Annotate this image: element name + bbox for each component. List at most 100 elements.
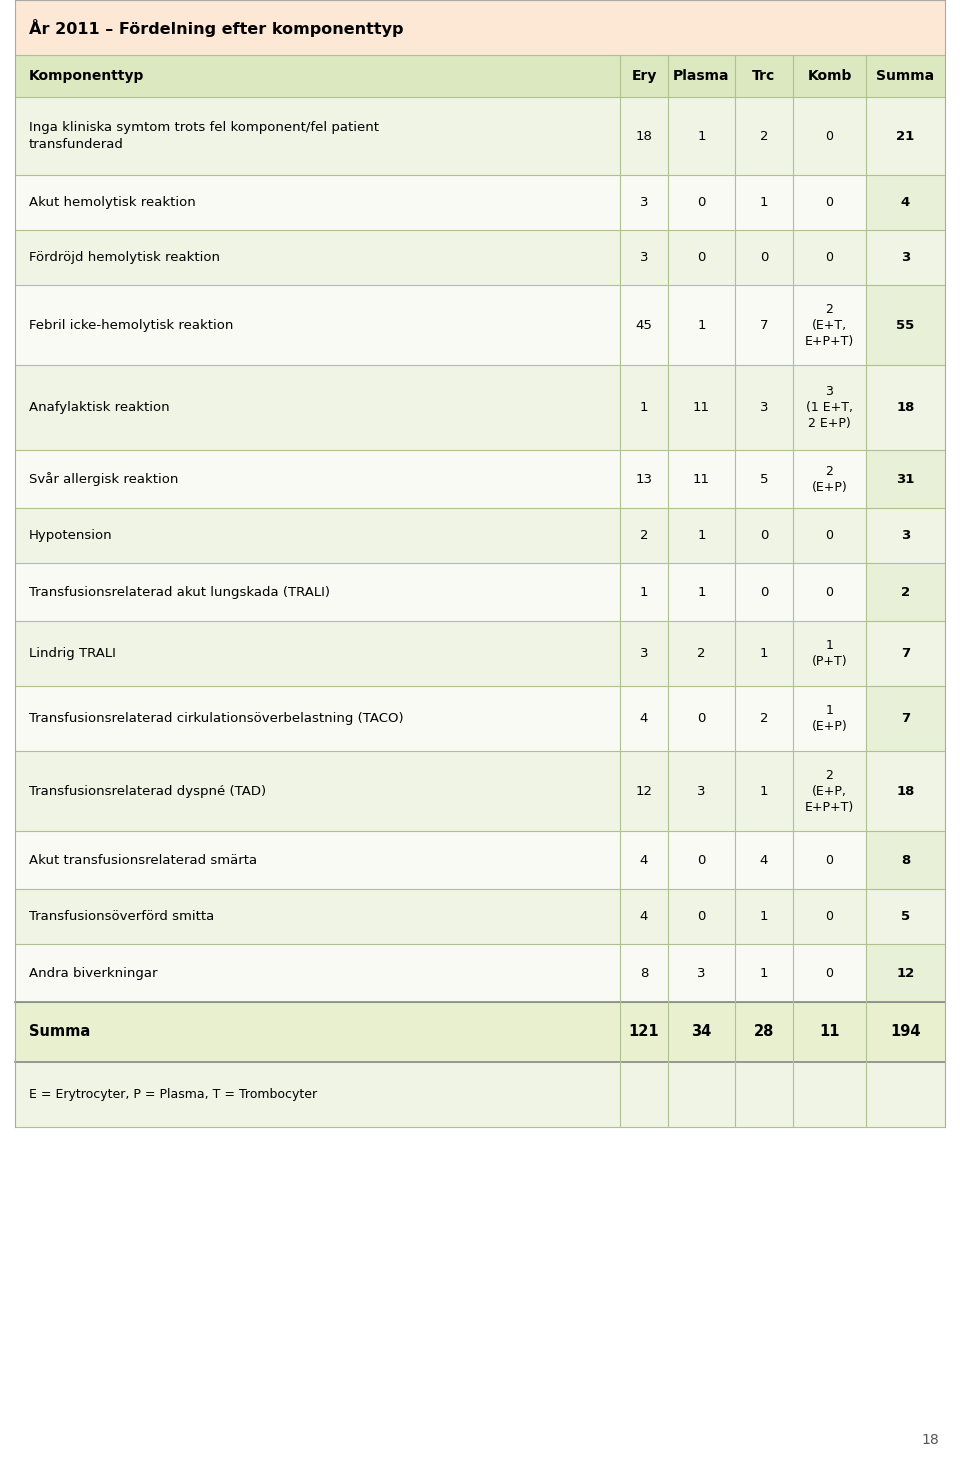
Bar — [866, 751, 945, 831]
Bar — [866, 285, 945, 364]
Bar — [866, 621, 945, 686]
Text: 0: 0 — [759, 251, 768, 264]
Bar — [15, 945, 945, 1002]
Text: E = Erytrocyter, P = Plasma, T = Trombocyter: E = Erytrocyter, P = Plasma, T = Tromboc… — [29, 1089, 317, 1100]
Text: 7: 7 — [900, 646, 910, 660]
Text: 4: 4 — [639, 909, 648, 923]
Text: Akut transfusionsrelaterad smärta: Akut transfusionsrelaterad smärta — [29, 853, 257, 867]
Text: 2: 2 — [759, 129, 768, 142]
Text: 1: 1 — [759, 909, 768, 923]
Text: Transfusionsrelaterad cirkulationsöverbelastning (TACO): Transfusionsrelaterad cirkulationsöverbe… — [29, 712, 403, 726]
Text: 3: 3 — [639, 195, 648, 209]
Text: 1: 1 — [697, 529, 706, 542]
Text: Svår allergisk reaktion: Svår allergisk reaktion — [29, 472, 179, 486]
Text: 18: 18 — [897, 784, 915, 798]
Text: 2: 2 — [639, 529, 648, 542]
Text: 31: 31 — [897, 473, 915, 485]
Text: Komb: Komb — [807, 69, 852, 84]
Bar — [15, 1002, 945, 1062]
Bar — [866, 364, 945, 450]
Text: 8: 8 — [900, 853, 910, 867]
Text: 1: 1 — [759, 967, 768, 980]
Bar — [15, 686, 945, 751]
Bar — [15, 563, 945, 621]
Text: 21: 21 — [897, 129, 915, 142]
Text: 1: 1 — [697, 586, 706, 598]
Text: Trc: Trc — [753, 69, 776, 84]
Text: 2
(E+P): 2 (E+P) — [811, 464, 848, 494]
Text: 0: 0 — [826, 251, 833, 264]
Text: 5: 5 — [759, 473, 768, 485]
Bar — [15, 751, 945, 831]
Bar — [866, 686, 945, 751]
Text: 194: 194 — [890, 1024, 921, 1040]
Text: 1: 1 — [759, 646, 768, 660]
Text: 2: 2 — [697, 646, 706, 660]
Text: 12: 12 — [897, 967, 915, 980]
Bar — [866, 508, 945, 563]
Bar — [866, 97, 945, 175]
Text: Plasma: Plasma — [673, 69, 730, 84]
Text: 1: 1 — [639, 586, 648, 598]
Text: 11: 11 — [693, 473, 710, 485]
Text: 0: 0 — [697, 195, 706, 209]
Text: Akut hemolytisk reaktion: Akut hemolytisk reaktion — [29, 195, 196, 209]
Text: 1: 1 — [759, 784, 768, 798]
Text: 3: 3 — [759, 401, 768, 414]
Text: 3: 3 — [697, 967, 706, 980]
Bar — [866, 450, 945, 508]
Bar — [15, 97, 945, 175]
Text: 12: 12 — [636, 784, 653, 798]
Text: 3: 3 — [900, 251, 910, 264]
Text: 4: 4 — [900, 195, 910, 209]
Text: År 2011 – Fördelning efter komponenttyp: År 2011 – Fördelning efter komponenttyp — [29, 19, 403, 37]
Text: 3: 3 — [639, 646, 648, 660]
Text: 0: 0 — [759, 586, 768, 598]
Text: 18: 18 — [897, 401, 915, 414]
Bar — [15, 450, 945, 508]
Bar — [866, 175, 945, 231]
Text: 0: 0 — [826, 529, 833, 542]
Bar — [15, 175, 945, 231]
Text: 0: 0 — [826, 967, 833, 980]
Text: 4: 4 — [639, 853, 648, 867]
Text: 0: 0 — [826, 129, 833, 142]
Text: 0: 0 — [826, 909, 833, 923]
Text: 4: 4 — [759, 853, 768, 867]
Text: 1: 1 — [759, 195, 768, 209]
Text: 121: 121 — [629, 1024, 660, 1040]
Text: 1
(E+P): 1 (E+P) — [811, 704, 848, 733]
Bar — [15, 508, 945, 563]
Text: 8: 8 — [639, 967, 648, 980]
Text: 34: 34 — [691, 1024, 711, 1040]
Text: Fördröjd hemolytisk reaktion: Fördröjd hemolytisk reaktion — [29, 251, 220, 264]
Text: 5: 5 — [900, 909, 910, 923]
Text: 0: 0 — [826, 195, 833, 209]
Bar — [15, 621, 945, 686]
Text: 0: 0 — [826, 586, 833, 598]
Text: 45: 45 — [636, 319, 653, 332]
Text: 1: 1 — [639, 401, 648, 414]
Bar — [15, 285, 945, 364]
Text: Transfusionsöverförd smitta: Transfusionsöverförd smitta — [29, 909, 214, 923]
Text: 0: 0 — [697, 909, 706, 923]
Bar — [15, 0, 945, 54]
Text: 3: 3 — [639, 251, 648, 264]
Bar — [15, 364, 945, 450]
Text: Hypotension: Hypotension — [29, 529, 112, 542]
Bar — [15, 1062, 945, 1127]
Text: 0: 0 — [826, 853, 833, 867]
Text: 2
(E+P,
E+P+T): 2 (E+P, E+P+T) — [804, 768, 854, 814]
Bar — [15, 831, 945, 889]
Text: 18: 18 — [922, 1432, 939, 1447]
Text: Anafylaktisk reaktion: Anafylaktisk reaktion — [29, 401, 170, 414]
Text: 13: 13 — [636, 473, 653, 485]
Text: 3: 3 — [900, 529, 910, 542]
Text: Inga kliniska symtom trots fel komponent/fel patient
transfunderad: Inga kliniska symtom trots fel komponent… — [29, 122, 379, 151]
Text: 0: 0 — [697, 853, 706, 867]
Bar — [866, 563, 945, 621]
Bar — [866, 231, 945, 285]
Text: 0: 0 — [697, 251, 706, 264]
Text: 11: 11 — [819, 1024, 840, 1040]
Text: Summa: Summa — [29, 1024, 90, 1040]
